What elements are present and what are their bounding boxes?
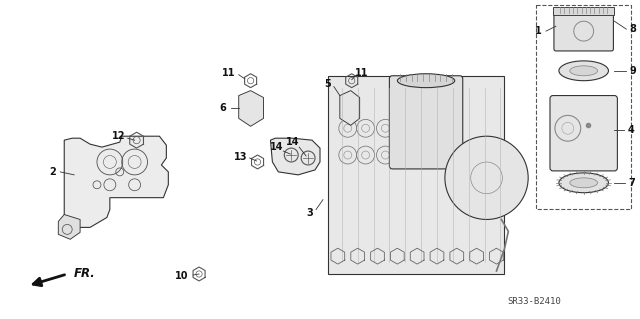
Polygon shape (64, 136, 168, 227)
Text: 3: 3 (307, 208, 314, 218)
Text: 4: 4 (628, 125, 635, 135)
Text: 14: 14 (269, 142, 283, 152)
Text: 6: 6 (220, 103, 226, 114)
Text: 9: 9 (630, 66, 637, 76)
FancyBboxPatch shape (550, 96, 618, 171)
Ellipse shape (570, 66, 598, 76)
Ellipse shape (559, 173, 609, 193)
Bar (536, 5, 631, 209)
Text: SR33-B2410: SR33-B2410 (508, 297, 561, 306)
Text: 11: 11 (355, 68, 369, 78)
Polygon shape (340, 91, 360, 125)
Circle shape (445, 136, 528, 219)
Text: 10: 10 (175, 271, 188, 281)
Polygon shape (271, 138, 320, 175)
FancyBboxPatch shape (554, 11, 613, 51)
Text: 13: 13 (234, 152, 248, 162)
Bar (553, 7, 614, 15)
Text: 11: 11 (222, 68, 236, 78)
Polygon shape (239, 91, 264, 126)
Text: 7: 7 (628, 178, 635, 188)
FancyBboxPatch shape (389, 76, 463, 169)
Text: 5: 5 (324, 79, 332, 89)
Ellipse shape (559, 61, 609, 81)
Text: 12: 12 (112, 131, 125, 141)
Polygon shape (58, 214, 80, 239)
Ellipse shape (397, 74, 454, 88)
FancyBboxPatch shape (328, 76, 504, 274)
Ellipse shape (570, 178, 598, 188)
Text: 14: 14 (285, 137, 299, 147)
Text: 1: 1 (534, 26, 541, 36)
Text: 8: 8 (630, 24, 637, 34)
Text: 2: 2 (49, 167, 56, 177)
Text: FR.: FR. (74, 266, 96, 279)
